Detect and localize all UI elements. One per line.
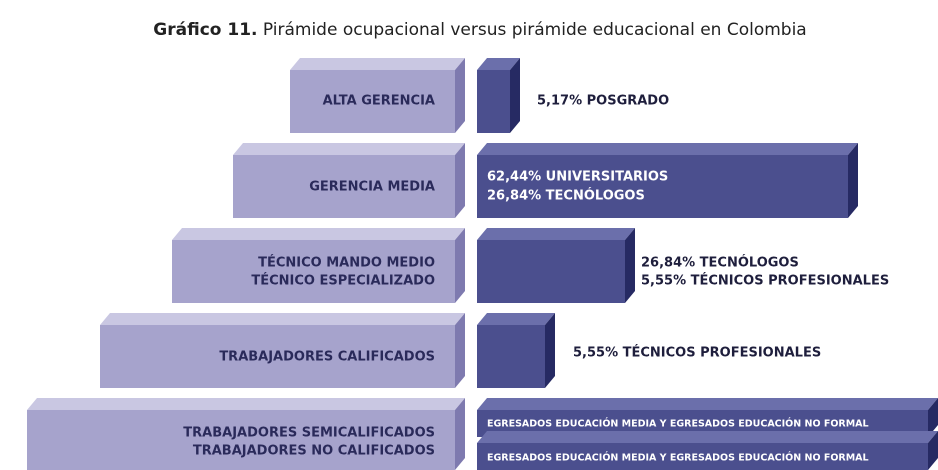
education-box xyxy=(477,155,848,218)
occupation-label: TRABAJADORES SEMICALIFICADOS xyxy=(183,426,435,441)
education-label: EGRESADOS EDUCACIÓN MEDIA Y EGRESADOS ED… xyxy=(487,452,869,464)
occupation-label: TÉCNICO ESPECIALIZADO xyxy=(251,273,435,289)
title: Gráfico 11. Pirámide ocupacional versus … xyxy=(153,20,806,40)
occupation-box xyxy=(27,410,455,470)
education-box-top xyxy=(477,313,555,325)
education-box-side xyxy=(848,143,858,218)
education-box xyxy=(477,443,928,470)
education-box-side xyxy=(625,228,635,303)
education-box-top xyxy=(477,431,938,443)
occupation-box-top xyxy=(172,228,465,240)
occupation-label: TRABAJADORES CALIFICADOS xyxy=(219,350,435,365)
occupation-box xyxy=(172,240,455,303)
education-box-top xyxy=(477,398,938,410)
education-label: 5,55% TÉCNICOS PROFESIONALES xyxy=(641,273,889,289)
education-label: 62,44% UNIVERSITARIOS xyxy=(487,170,668,185)
education-box-top xyxy=(477,228,635,240)
occupation-label: TRABAJADORES NO CALIFICADOS xyxy=(193,444,435,459)
education-box xyxy=(477,240,625,303)
title-text: Pirámide ocupacional versus pirámide edu… xyxy=(263,20,807,40)
education-label: 5,17% POSGRADO xyxy=(537,94,669,109)
occupation-box-top xyxy=(290,58,465,70)
occupation-label: TÉCNICO MANDO MEDIO xyxy=(258,255,435,271)
occupation-box-side xyxy=(455,313,465,388)
occupation-box-top xyxy=(233,143,465,155)
occupation-box-top xyxy=(27,398,465,410)
education-label: EGRESADOS EDUCACIÓN MEDIA Y EGRESADOS ED… xyxy=(487,418,869,430)
occupation-box xyxy=(290,70,455,133)
education-label: 26,84% TECNÓLOGOS xyxy=(641,255,799,271)
education-box xyxy=(477,325,545,388)
occupation-label: ALTA GERENCIA xyxy=(323,94,435,109)
education-label: 5,55% TÉCNICOS PROFESIONALES xyxy=(573,345,821,361)
occupation-box xyxy=(100,325,455,388)
education-box-side xyxy=(928,431,938,470)
education-box-side xyxy=(928,398,938,437)
education-label: 26,84% TECNÓLOGOS xyxy=(487,188,645,204)
occupation-box-side xyxy=(455,58,465,133)
education-box-side xyxy=(545,313,555,388)
education-box-top xyxy=(477,58,520,70)
occupation-box-top xyxy=(100,313,465,325)
education-box-top xyxy=(477,143,858,155)
occupation-label: GERENCIA MEDIA xyxy=(309,180,435,195)
occupation-box-side xyxy=(455,398,465,470)
occupation-box-side xyxy=(455,143,465,218)
education-box-side xyxy=(510,58,520,133)
occupation-box-side xyxy=(455,228,465,303)
title-label: Gráfico 11. xyxy=(153,20,257,40)
education-box xyxy=(477,70,510,133)
occupation-box xyxy=(233,155,455,218)
